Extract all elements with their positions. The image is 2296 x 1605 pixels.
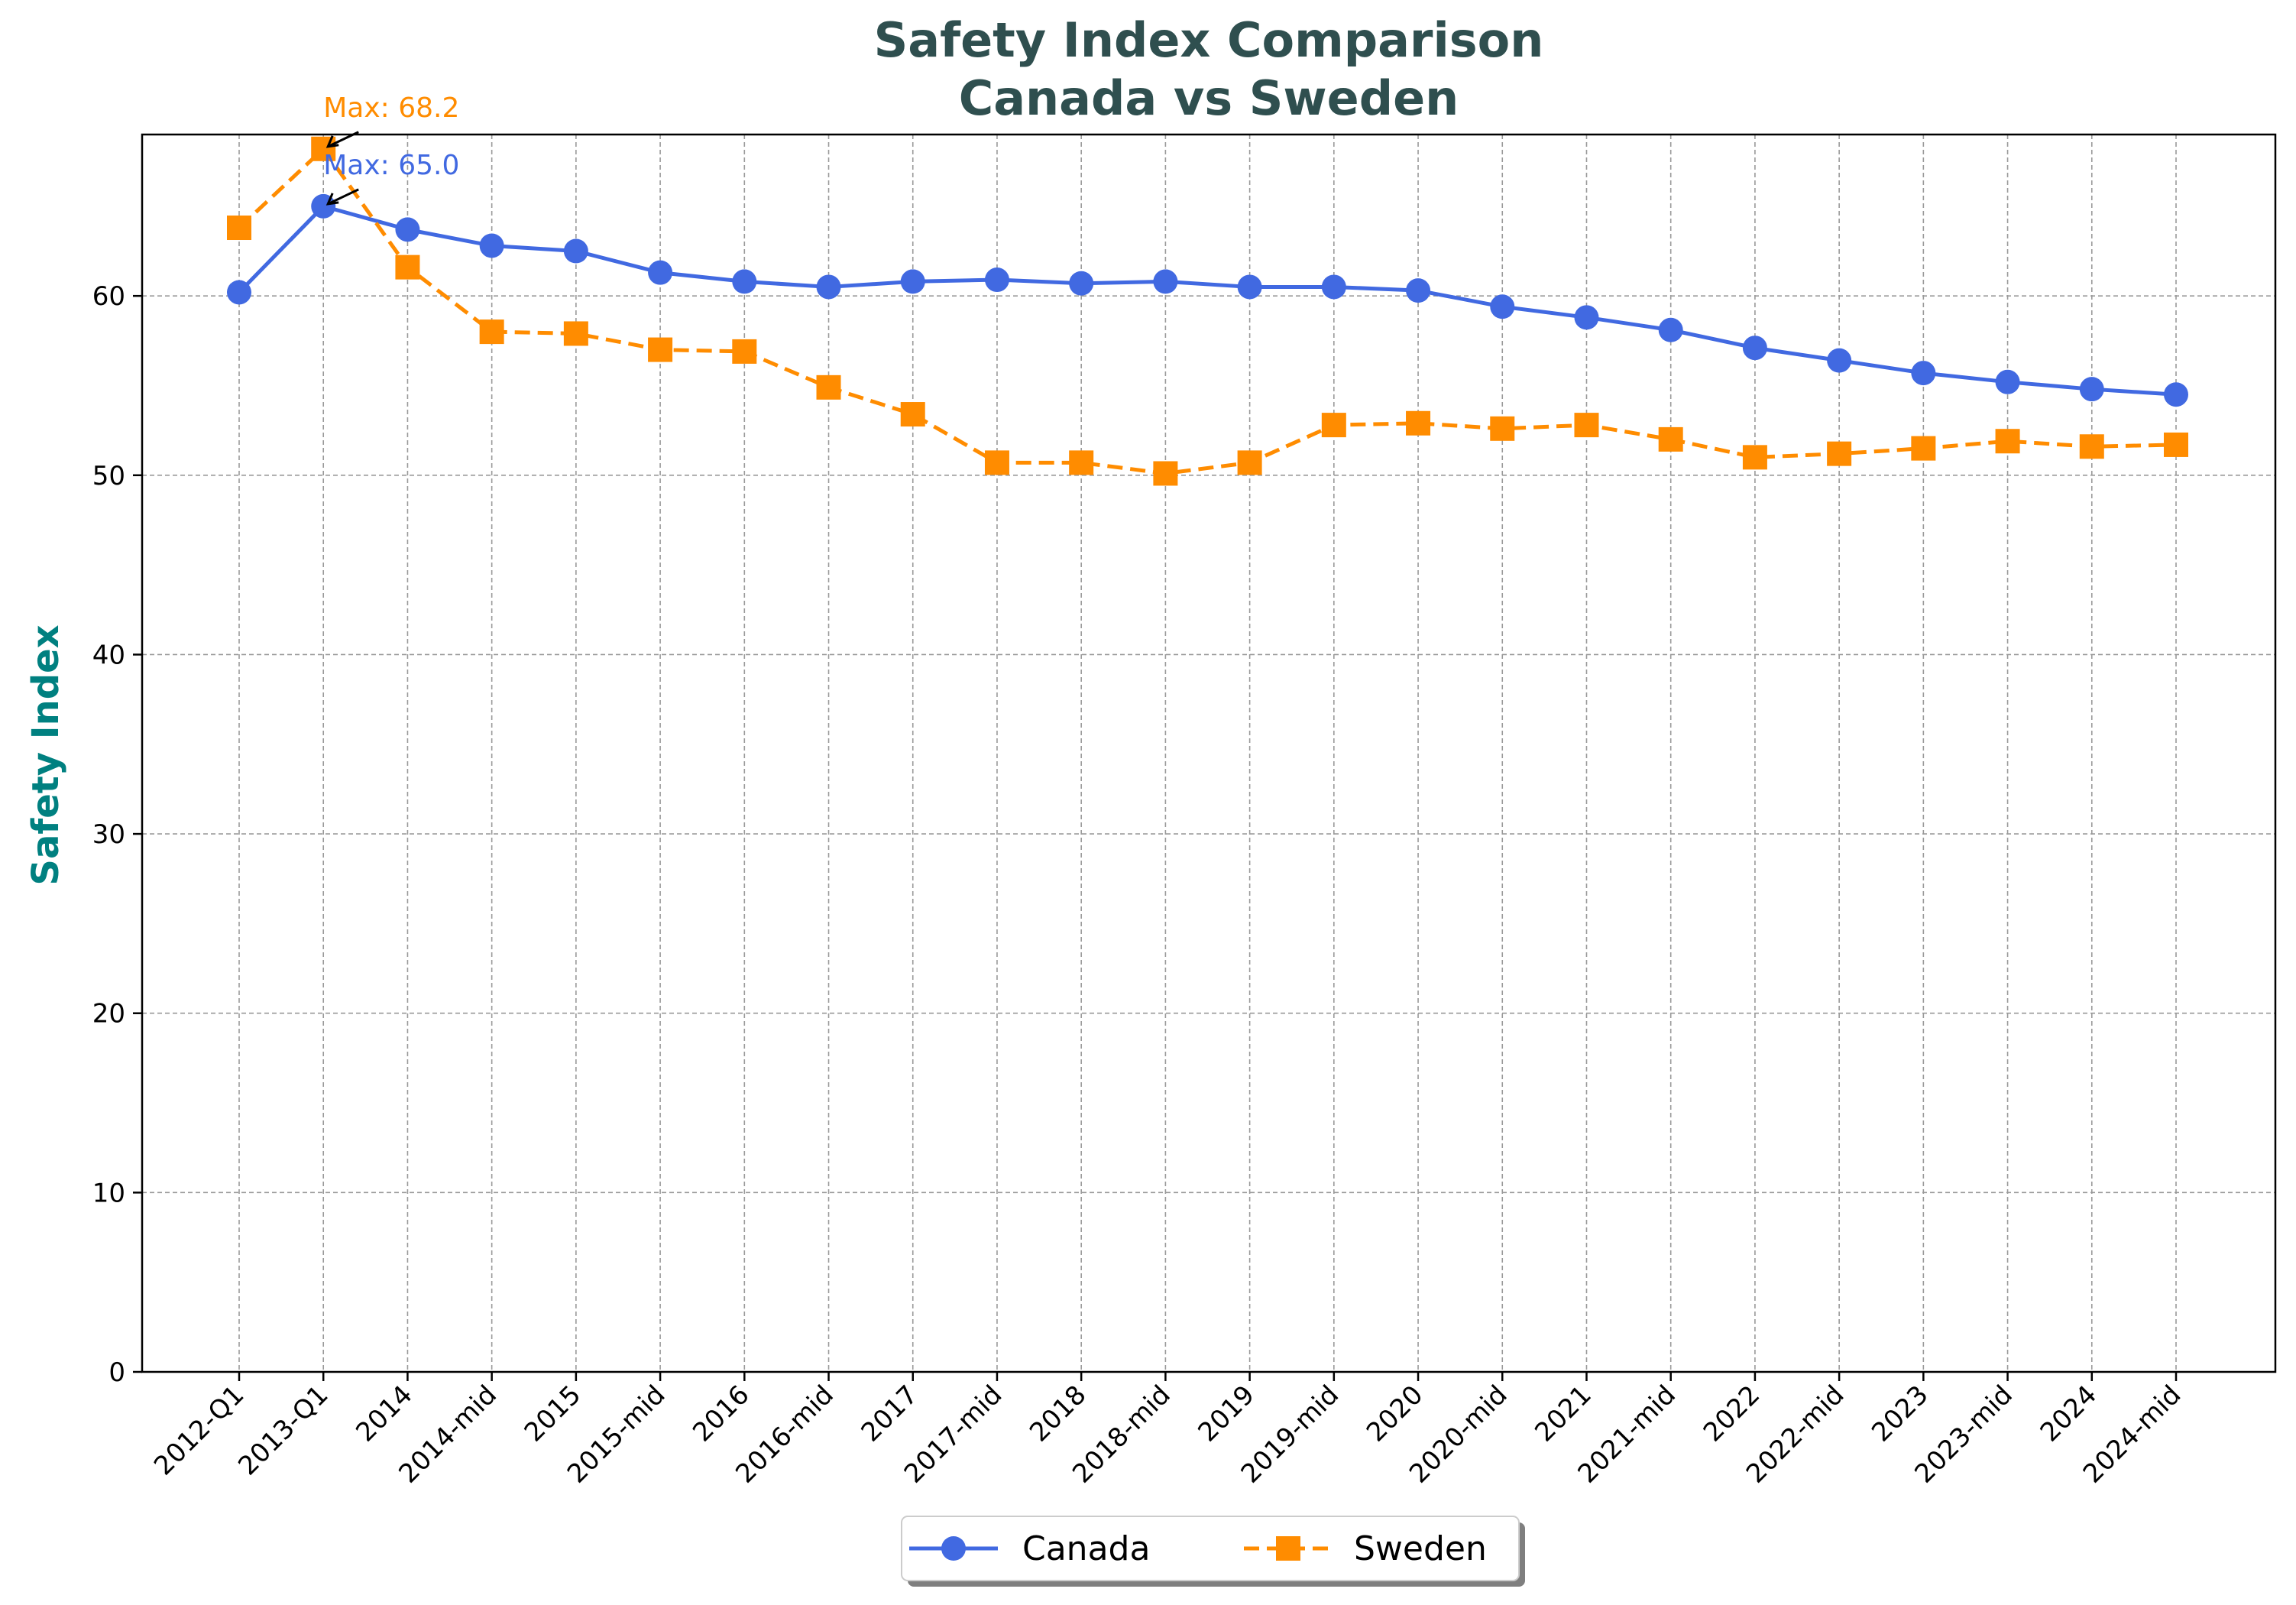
series-layer xyxy=(227,136,2188,486)
annotation-arrowhead xyxy=(325,193,339,206)
y-tick-label: 20 xyxy=(92,999,125,1029)
data-point-sweden xyxy=(1658,426,1683,452)
data-point-canada xyxy=(1069,271,1094,296)
annotation-arrow xyxy=(327,188,359,206)
chart-subtitle: Canada vs Sweden xyxy=(959,70,1459,126)
data-point-canada xyxy=(900,269,925,294)
data-point-canada xyxy=(1827,348,1852,373)
annotation-arrowhead xyxy=(325,135,339,148)
y-tick-label: 40 xyxy=(92,640,125,670)
data-point-canada xyxy=(395,217,420,242)
data-point-canada xyxy=(563,238,588,264)
data-point-canada xyxy=(1911,361,1936,386)
data-point-canada xyxy=(1490,294,1515,319)
y-tick-label: 60 xyxy=(92,281,125,312)
data-point-sweden xyxy=(1911,436,1936,461)
data-point-canada xyxy=(1237,274,1262,300)
x-tick-label: 2014 xyxy=(350,1380,418,1448)
data-point-sweden xyxy=(1995,429,2020,454)
annotation-max-sweden: Max: 68.2 xyxy=(323,92,459,148)
data-point-sweden xyxy=(2079,434,2104,459)
data-point-sweden xyxy=(1574,413,1599,438)
data-point-canada xyxy=(2079,377,2104,402)
data-point-canada xyxy=(1995,369,2020,394)
data-point-canada xyxy=(1321,274,1346,300)
y-tick-label: 50 xyxy=(92,461,125,491)
data-point-canada xyxy=(816,274,841,300)
data-point-sweden xyxy=(1153,461,1178,486)
data-point-sweden xyxy=(1742,445,1767,470)
chart-title: Safety Index Comparison xyxy=(874,12,1544,68)
series-sweden xyxy=(227,136,2188,486)
x-tick-label: 2013-Q1 xyxy=(232,1380,334,1481)
data-point-sweden xyxy=(1069,450,1094,475)
x-tick-label: 2016 xyxy=(687,1380,755,1448)
data-point-canada xyxy=(648,260,673,285)
data-point-sweden xyxy=(479,319,504,345)
data-point-canada xyxy=(1658,317,1683,342)
x-tick-label: 2023 xyxy=(1866,1380,1934,1448)
x-tick-label: 2012-Q1 xyxy=(148,1380,250,1481)
legend-sweden-marker xyxy=(1276,1536,1300,1561)
data-point-sweden xyxy=(1321,413,1346,438)
data-point-canada xyxy=(1742,336,1767,361)
plot-frame xyxy=(141,133,2277,1373)
legend-canada-label: Canada xyxy=(1022,1529,1150,1568)
y-tick-label: 30 xyxy=(92,819,125,850)
data-point-canada xyxy=(479,233,504,258)
data-point-canada xyxy=(227,280,251,305)
annotation-arrow xyxy=(327,131,359,148)
data-point-sweden xyxy=(563,321,588,346)
series-line-canada xyxy=(238,204,2177,397)
data-point-sweden xyxy=(395,255,420,280)
series-canada xyxy=(227,193,2188,407)
data-point-canada xyxy=(732,269,757,294)
annotation-max-canada: Max: 65.0 xyxy=(323,150,459,206)
data-point-canada xyxy=(1574,305,1599,330)
y-tick-label: 0 xyxy=(108,1357,125,1388)
data-point-sweden xyxy=(1490,416,1515,441)
x-tick-label: 2024 xyxy=(2035,1380,2103,1448)
data-point-sweden xyxy=(732,339,757,364)
grid-lines xyxy=(142,135,2275,1373)
data-point-sweden xyxy=(227,216,251,241)
annotation-label: Max: 65.0 xyxy=(323,150,459,181)
legend: Canada Sweden xyxy=(901,1516,1525,1587)
legend-canada-marker xyxy=(941,1536,966,1561)
data-point-canada xyxy=(1406,278,1431,303)
data-point-canada xyxy=(1153,269,1178,294)
x-tick-label: 2018 xyxy=(1024,1380,1092,1448)
series-line-sweden xyxy=(238,147,2177,475)
legend-sweden-label: Sweden xyxy=(1354,1529,1487,1568)
data-point-sweden xyxy=(2164,432,2188,457)
data-point-sweden xyxy=(1237,450,1262,475)
annotations: Max: 68.2 Max: 65.0 xyxy=(323,92,459,206)
x-tick-label: 2022 xyxy=(1698,1380,1766,1448)
y-tick-label: 10 xyxy=(92,1178,125,1208)
x-tick-label: 2019 xyxy=(1193,1380,1261,1448)
annotation-label: Max: 68.2 xyxy=(323,92,459,124)
x-tick-label: 2021 xyxy=(1529,1380,1597,1448)
data-point-canada xyxy=(984,268,1009,293)
x-tick-label: 2020 xyxy=(1361,1380,1429,1448)
data-point-sweden xyxy=(1827,441,1852,466)
data-point-sweden xyxy=(1406,410,1431,436)
y-axis-label: Safety Index xyxy=(24,624,67,885)
data-point-canada xyxy=(311,193,336,219)
data-point-sweden xyxy=(648,337,673,362)
data-point-sweden xyxy=(900,402,925,427)
data-point-sweden xyxy=(984,450,1009,475)
legend-box xyxy=(901,1516,1520,1581)
x-tick-label: 2015 xyxy=(519,1380,587,1448)
data-point-canada xyxy=(2164,382,2188,407)
x-tick-label: 2017 xyxy=(856,1380,924,1448)
data-point-sweden xyxy=(816,374,841,400)
